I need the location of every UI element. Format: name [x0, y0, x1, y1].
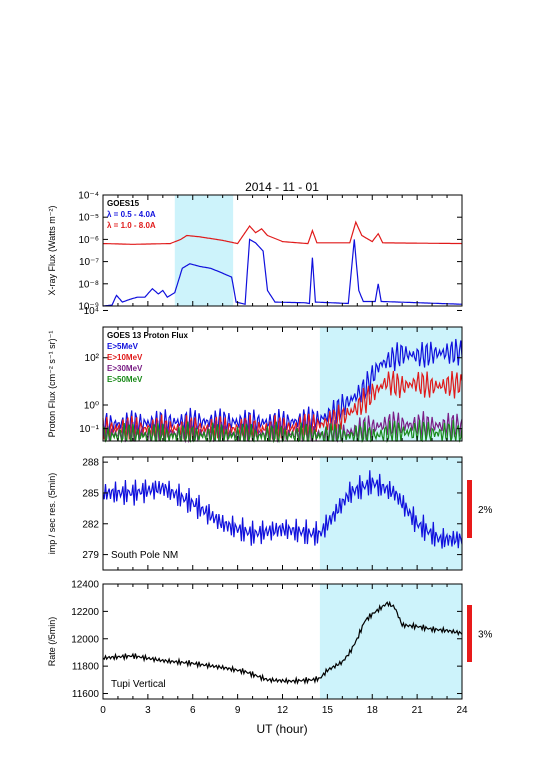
y-axis-label: imp / sec res. (5min): [47, 473, 57, 555]
y-tick-label: 10⁻⁵: [78, 213, 99, 224]
legend-entry: λ = 1.0 - 8.0A: [107, 221, 156, 230]
shaded-interval: [319, 457, 462, 570]
legend-entry: E>50MeV: [107, 375, 143, 384]
panel-1: 10⁻⁹ 10⁻⁸ 10⁻⁷ 10⁻⁶ 10⁻⁵ 10⁻⁴ X-ray Flux (Watt…: [47, 191, 463, 313]
shaded-interval: [319, 327, 462, 441]
y-tick-label: 10⁻⁶: [78, 235, 99, 246]
x-tick-label: 15: [322, 705, 334, 716]
y-tick-label: 279: [82, 550, 99, 561]
scale-bar-label: 2%: [478, 505, 493, 516]
scale-bar: [467, 605, 472, 662]
x-tick-label: 12: [277, 705, 289, 716]
x-tick-label: 0: [100, 705, 106, 716]
series-line-2: [103, 220, 463, 245]
panel-title: GOES15: [107, 199, 140, 208]
y-tick-label: 12000: [71, 634, 99, 645]
scale-bar: [467, 480, 472, 538]
legend-entry: λ = 0.5 - 4.0A: [107, 210, 156, 219]
y-tick-label: 288: [82, 458, 99, 469]
x-tick-label: 3: [145, 705, 151, 716]
y-tick-label: 11600: [72, 689, 100, 700]
y-tick-label: 10⁻⁴: [78, 191, 99, 202]
y-tick-label: 282: [82, 519, 99, 530]
panel-title: GOES 13 Proton Flux: [107, 331, 188, 340]
y-tick-label: 11800: [72, 662, 100, 673]
series-line-1: [102, 470, 463, 549]
y-axis-label: X-ray Flux (Watts m⁻²): [47, 206, 57, 296]
x-tick-label: 9: [235, 705, 241, 716]
series-line-1: [102, 238, 462, 307]
panels: 10⁻⁹ 10⁻⁸ 10⁻⁷ 10⁻⁶ 10⁻⁵ 10⁻⁴ X-ray Flux (Watt…: [47, 191, 493, 717]
y-tick-label: 285: [82, 488, 99, 499]
scale-bar-label: 3%: [478, 630, 493, 641]
y-axis-label: Rate (/5min): [47, 617, 57, 667]
y-tick-label: 10⁻¹: [79, 424, 99, 435]
x-tick-label: 18: [367, 705, 379, 716]
shaded-interval: [319, 584, 462, 699]
panel-title: Tupi Vertical: [111, 679, 166, 690]
y-tick-label: 10⁻⁹: [78, 302, 99, 313]
y-tick-label: 10⁻⁸: [78, 279, 99, 290]
legend-entry: E>30MeV: [107, 364, 143, 373]
shaded-interval: [174, 195, 234, 306]
x-tick-label: 24: [456, 705, 468, 716]
panel-2: 10⁻¹ 10⁰ 10² 10⁴ Proton Flux (cm⁻² s⁻¹ sr)⁻¹…: [47, 306, 463, 444]
y-tick-label: 12200: [71, 607, 99, 618]
panel-title: South Pole NM: [111, 550, 178, 561]
y-tick-label: 10⁴: [84, 306, 99, 317]
x-tick-label: 6: [190, 705, 196, 716]
plot-frame: [102, 194, 463, 307]
y-tick-label: 10⁻⁷: [79, 257, 99, 268]
y-axis-label: Proton Flux (cm⁻² s⁻¹ sr)⁻¹: [47, 331, 57, 438]
panel-4: 11600 11800 12000 12200 12400 0 3 6 9 12 15 18 21 24 R…: [47, 580, 493, 717]
series-line-1: [102, 600, 463, 686]
legend-entry: E>10MeV: [107, 353, 143, 362]
x-axis-label: UT (hour): [256, 722, 307, 736]
x-tick-label: 21: [412, 705, 424, 716]
legend-entry: E>5MeV: [107, 342, 139, 351]
y-tick-label: 10²: [85, 353, 100, 364]
figure-title: 2014 - 11 - 01: [245, 180, 319, 194]
y-tick-label: 10⁰: [84, 401, 99, 412]
y-tick-label: 12400: [71, 580, 99, 591]
panel-3: 279 282 285 288 imp / sec res. (5min) South P…: [47, 456, 493, 571]
